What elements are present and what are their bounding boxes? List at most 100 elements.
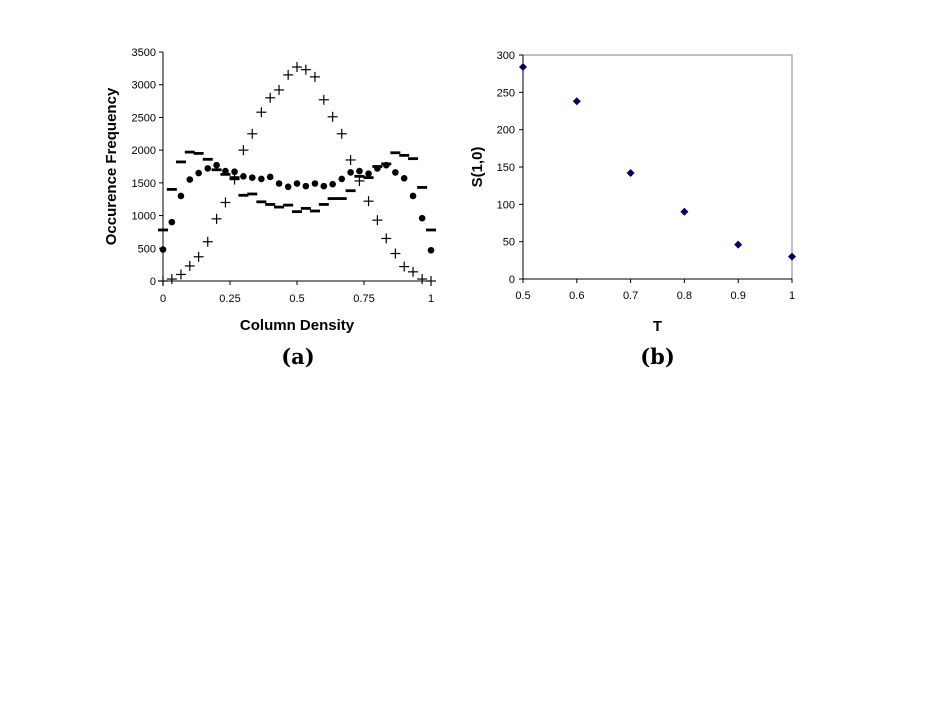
dash-point (399, 153, 410, 157)
x-tick-label: 1 (428, 293, 434, 305)
plus-point (184, 260, 195, 271)
circle-point (248, 174, 256, 181)
plus-point (274, 84, 285, 95)
dash-point (283, 203, 294, 207)
dash-point (158, 228, 168, 232)
plus-point (292, 62, 302, 73)
circle-point (284, 183, 292, 191)
dash-point (372, 165, 383, 168)
x-tick-label: 0.25 (219, 293, 240, 305)
plus-point (381, 233, 392, 244)
plus-point (256, 107, 267, 118)
dash-point (220, 172, 231, 176)
plus-point (283, 69, 294, 80)
circle-point (186, 176, 194, 183)
dash-point (211, 168, 222, 172)
plus-point (327, 111, 338, 122)
dash-point (274, 205, 285, 209)
x-axis-title: Column Density (240, 317, 355, 334)
circle-point (222, 167, 229, 175)
circle-point (177, 192, 185, 200)
circle-point (356, 167, 363, 175)
plus-point (399, 261, 410, 272)
dash-point (336, 197, 347, 200)
plus-point (229, 174, 240, 185)
plus-point (247, 128, 258, 139)
plus-point (408, 266, 419, 277)
x-tick-label: 0 (160, 293, 166, 305)
circle-point (302, 182, 310, 190)
dash-point (408, 157, 419, 161)
x-tick-label: 0.5 (289, 293, 304, 305)
plus-point (372, 215, 383, 226)
circle-point (168, 218, 176, 226)
plus-point (363, 196, 374, 207)
plus-point (202, 236, 213, 247)
dash-point (345, 189, 356, 193)
plus-point (175, 269, 186, 280)
plus-point (300, 64, 311, 75)
dash-point (292, 210, 302, 214)
plus-point (345, 154, 356, 165)
y-tick-label: 500 (138, 243, 156, 255)
plus-point (309, 71, 320, 82)
dash-point (390, 151, 401, 155)
y-axis-title: Occurence Frequency (103, 87, 120, 245)
plus-point (220, 197, 231, 208)
plus-point (390, 248, 401, 259)
panel-label-a: (a) (281, 344, 314, 369)
x-tick-label: 0.75 (353, 293, 374, 305)
plus-point (211, 213, 222, 224)
circle-point (240, 173, 247, 180)
circle-point (231, 168, 238, 176)
circle-point (400, 174, 408, 182)
plus-point (166, 274, 177, 285)
dash-point (354, 174, 365, 178)
dash-point (426, 228, 436, 232)
plus-point (193, 251, 204, 262)
y-tick-label: 2500 (132, 112, 156, 124)
plus-point (238, 145, 249, 156)
circle-point (275, 180, 283, 187)
y-tick-label: 2000 (132, 145, 156, 157)
circle-point (347, 169, 354, 176)
circle-point (293, 180, 301, 187)
circle-point (409, 192, 417, 200)
plus-point (426, 276, 436, 286)
dash-point (381, 162, 392, 166)
dash-point (265, 203, 276, 206)
circle-point (204, 165, 212, 172)
circle-point (320, 182, 328, 190)
circle-point (213, 161, 220, 169)
circle-point (311, 180, 319, 187)
y-tick-label: 3000 (132, 80, 156, 92)
circle-point (159, 246, 167, 253)
dash-point (247, 192, 258, 196)
circle-point (329, 180, 336, 188)
circle-point (427, 246, 435, 254)
dash-point (184, 150, 195, 154)
y-tick-label: 1000 (132, 211, 156, 223)
circle-point (418, 214, 426, 222)
plus-point (336, 128, 347, 139)
dash-point (363, 176, 374, 180)
y-tick-label: 0 (150, 276, 156, 288)
plus-point (265, 92, 276, 103)
dash-point (417, 186, 428, 189)
dash-point (175, 160, 186, 164)
plus-point (158, 276, 168, 286)
circle-point (392, 169, 399, 176)
circle-point (365, 170, 372, 177)
dash-point (166, 188, 177, 191)
dash-point (229, 176, 240, 180)
circle-point (195, 169, 202, 177)
circle-point (258, 175, 265, 183)
dash-point (309, 209, 320, 213)
dash-point (327, 197, 338, 200)
dash-point (193, 152, 204, 155)
y-tick-label: 3500 (132, 47, 156, 59)
dash-point (256, 200, 267, 204)
circle-point (266, 173, 274, 181)
plus-point (318, 94, 329, 105)
